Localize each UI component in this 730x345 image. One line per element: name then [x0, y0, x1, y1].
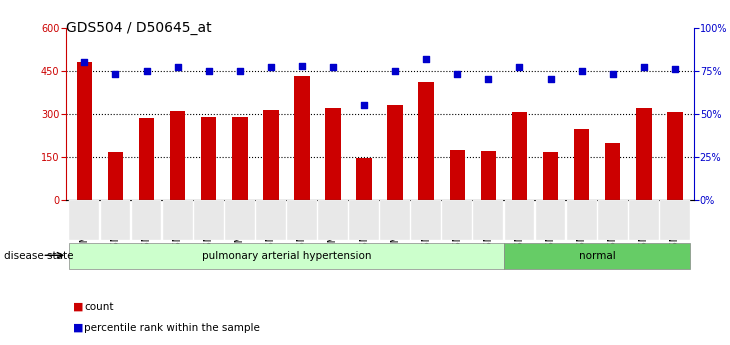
- FancyBboxPatch shape: [287, 200, 317, 240]
- Text: GDS504 / D50645_at: GDS504 / D50645_at: [66, 21, 211, 35]
- FancyBboxPatch shape: [131, 200, 161, 240]
- Point: [483, 77, 494, 82]
- Text: count: count: [84, 302, 113, 312]
- Bar: [605, 142, 620, 200]
- FancyBboxPatch shape: [349, 200, 379, 240]
- Point: [110, 71, 121, 77]
- Bar: [356, 158, 372, 200]
- Point: [514, 65, 526, 70]
- Point: [576, 68, 588, 73]
- Bar: [543, 152, 558, 200]
- Bar: [636, 108, 652, 200]
- FancyBboxPatch shape: [69, 243, 504, 269]
- Bar: [107, 152, 123, 200]
- Point: [203, 68, 215, 73]
- FancyBboxPatch shape: [411, 200, 441, 240]
- Point: [234, 68, 245, 73]
- Bar: [170, 111, 185, 200]
- Point: [638, 65, 650, 70]
- Bar: [418, 82, 434, 200]
- Bar: [512, 112, 527, 200]
- Point: [141, 68, 153, 73]
- FancyBboxPatch shape: [504, 200, 534, 240]
- Bar: [450, 150, 465, 200]
- Text: ■: ■: [73, 302, 83, 312]
- Point: [607, 71, 618, 77]
- Point: [327, 65, 339, 70]
- Point: [669, 66, 680, 72]
- FancyBboxPatch shape: [598, 200, 628, 240]
- Point: [389, 68, 401, 73]
- Text: ■: ■: [73, 323, 83, 333]
- Text: pulmonary arterial hypertension: pulmonary arterial hypertension: [201, 251, 371, 261]
- FancyBboxPatch shape: [474, 200, 503, 240]
- Bar: [263, 110, 279, 200]
- Bar: [201, 117, 216, 200]
- FancyBboxPatch shape: [660, 200, 690, 240]
- Bar: [480, 151, 496, 200]
- Bar: [77, 62, 92, 200]
- Point: [265, 65, 277, 70]
- Text: disease state: disease state: [4, 252, 73, 261]
- Bar: [388, 105, 403, 200]
- Point: [545, 77, 556, 82]
- Point: [358, 102, 370, 108]
- FancyBboxPatch shape: [256, 200, 285, 240]
- Point: [420, 56, 432, 61]
- FancyBboxPatch shape: [163, 200, 193, 240]
- FancyBboxPatch shape: [69, 200, 99, 240]
- FancyBboxPatch shape: [566, 200, 596, 240]
- FancyBboxPatch shape: [380, 200, 410, 240]
- Bar: [325, 108, 341, 200]
- FancyBboxPatch shape: [629, 200, 658, 240]
- Bar: [294, 77, 310, 200]
- FancyBboxPatch shape: [193, 200, 223, 240]
- Point: [296, 63, 308, 68]
- Bar: [232, 117, 247, 200]
- Text: normal: normal: [579, 251, 615, 261]
- Bar: [139, 118, 154, 200]
- Point: [172, 65, 183, 70]
- FancyBboxPatch shape: [536, 200, 566, 240]
- Point: [79, 59, 91, 65]
- FancyBboxPatch shape: [442, 200, 472, 240]
- Text: percentile rank within the sample: percentile rank within the sample: [84, 323, 260, 333]
- Bar: [574, 129, 589, 200]
- Bar: [667, 111, 683, 200]
- FancyBboxPatch shape: [504, 243, 691, 269]
- Point: [451, 71, 463, 77]
- FancyBboxPatch shape: [318, 200, 348, 240]
- FancyBboxPatch shape: [225, 200, 255, 240]
- FancyBboxPatch shape: [101, 200, 131, 240]
